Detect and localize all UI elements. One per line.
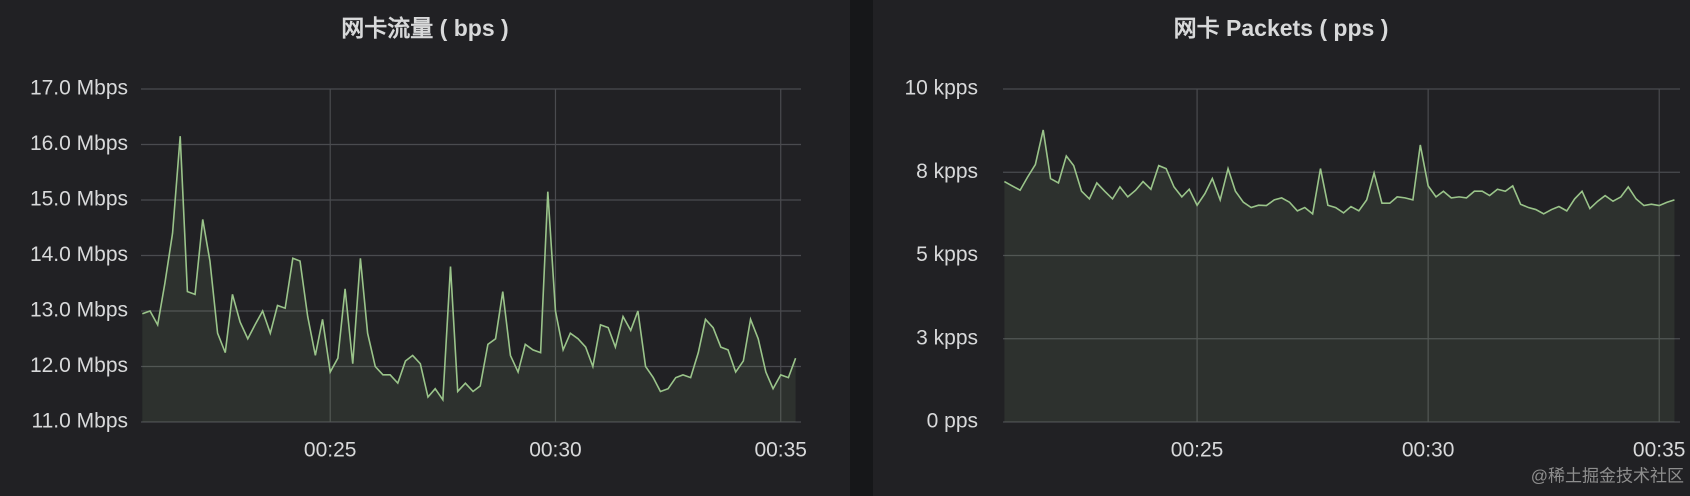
y-tick-label: 8 kpps [916,160,978,183]
y-tick-label: 14.0 Mbps [30,243,128,266]
panel [0,0,850,496]
area-fill [1004,129,1675,422]
series-line [142,136,797,403]
y-tick-label: 15.0 Mbps [30,188,128,211]
x-tick-label: 00:30 [1402,439,1455,462]
y-tick-label: 17.0 Mbps [30,77,128,100]
watermark: @稀土掘金技术社区 [1531,466,1684,485]
x-tick-label: 00:30 [529,439,582,462]
y-tick-label: 13.0 Mbps [30,299,128,322]
panel-title: 网卡流量 ( bps ) [341,15,508,41]
panel [873,0,1690,496]
x-tick-label: 00:35 [754,439,807,462]
y-tick-label: 12.0 Mbps [30,354,128,377]
y-tick-label: 0 pps [927,410,978,433]
panel-title: 网卡 Packets ( pps ) [1174,15,1389,41]
x-tick-label: 00:25 [1171,439,1224,462]
area-fill [142,136,796,422]
x-tick-label: 00:25 [304,439,357,462]
y-tick-label: 5 kpps [916,243,978,266]
y-tick-label: 11.0 Mbps [32,410,129,433]
y-tick-label: 3 kpps [916,326,978,349]
y-tick-label: 16.0 Mbps [30,132,128,155]
y-tick-label: 10 kpps [904,77,978,100]
series-line [1004,129,1675,216]
x-tick-label: 00:35 [1633,439,1686,462]
